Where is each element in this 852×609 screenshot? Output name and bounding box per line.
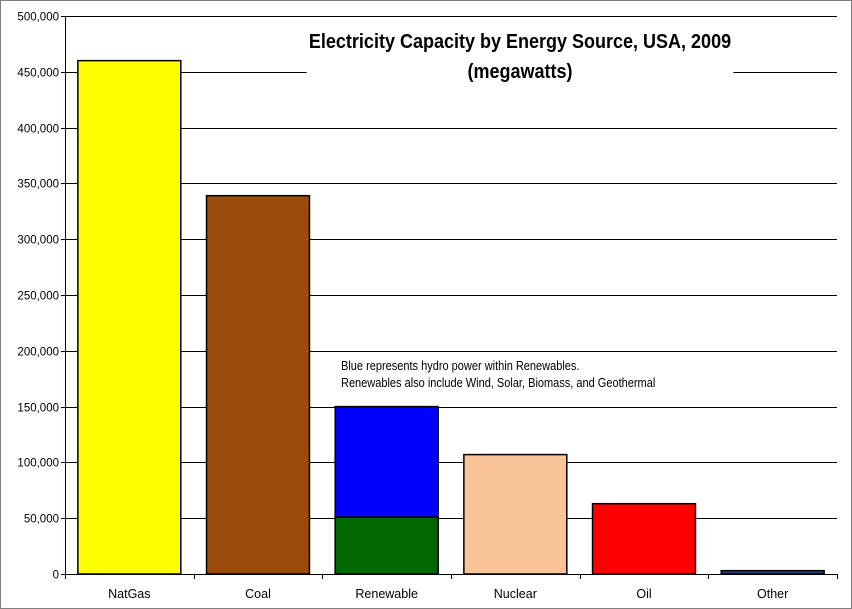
x-tick-label: Other bbox=[757, 587, 788, 601]
x-axis-tick-labels: NatGas Coal Renewable Nuclear Oil Other bbox=[108, 587, 788, 601]
axes bbox=[61, 16, 838, 579]
y-axis-tick-labels: 0 50,000 100,000 150,000 200,000 250,000 300,0… bbox=[17, 12, 59, 582]
y-tick-label: 250,000 bbox=[17, 291, 59, 303]
x-tick-label: Coal bbox=[245, 587, 271, 601]
y-tick-label: 350,000 bbox=[17, 179, 59, 191]
chart-annotation: Blue represents hydro power within Renew… bbox=[341, 358, 655, 392]
x-tick-label: Oil bbox=[636, 587, 651, 601]
chart-title-box: Electricity Capacity by Energy Source, U… bbox=[306, 27, 734, 93]
chart-title: Electricity Capacity by Energy Source, U… bbox=[308, 31, 732, 53]
y-tick-label: 200,000 bbox=[17, 347, 59, 359]
bar-segment-renewable bbox=[334, 516, 439, 575]
y-tick-label: 50,000 bbox=[24, 514, 59, 526]
bars bbox=[77, 59, 825, 575]
x-tick-label: Nuclear bbox=[494, 587, 537, 601]
bar-oil bbox=[591, 502, 697, 575]
y-tick-label: 450,000 bbox=[17, 68, 59, 80]
bar-nuclear bbox=[463, 453, 568, 575]
y-tick-label: 150,000 bbox=[17, 403, 59, 415]
bar-coal bbox=[205, 194, 311, 575]
x-tick-label: Renewable bbox=[355, 587, 418, 601]
y-tick-label: 100,000 bbox=[17, 458, 59, 470]
y-tick-label: 500,000 bbox=[17, 12, 59, 24]
y-tick-label: 300,000 bbox=[17, 235, 59, 247]
y-tick-label: 400,000 bbox=[17, 124, 59, 136]
y-tick-label: 0 bbox=[53, 570, 59, 582]
x-tick-label: NatGas bbox=[108, 587, 150, 601]
chart-subtitle: (megawatts) bbox=[467, 61, 573, 83]
bar-other bbox=[720, 569, 825, 575]
annotation-line-2: Renewables also include Wind, Solar, Bio… bbox=[341, 376, 656, 390]
annotation-line-1: Blue represents hydro power within Renew… bbox=[341, 359, 580, 373]
bar-natgas bbox=[77, 59, 182, 575]
